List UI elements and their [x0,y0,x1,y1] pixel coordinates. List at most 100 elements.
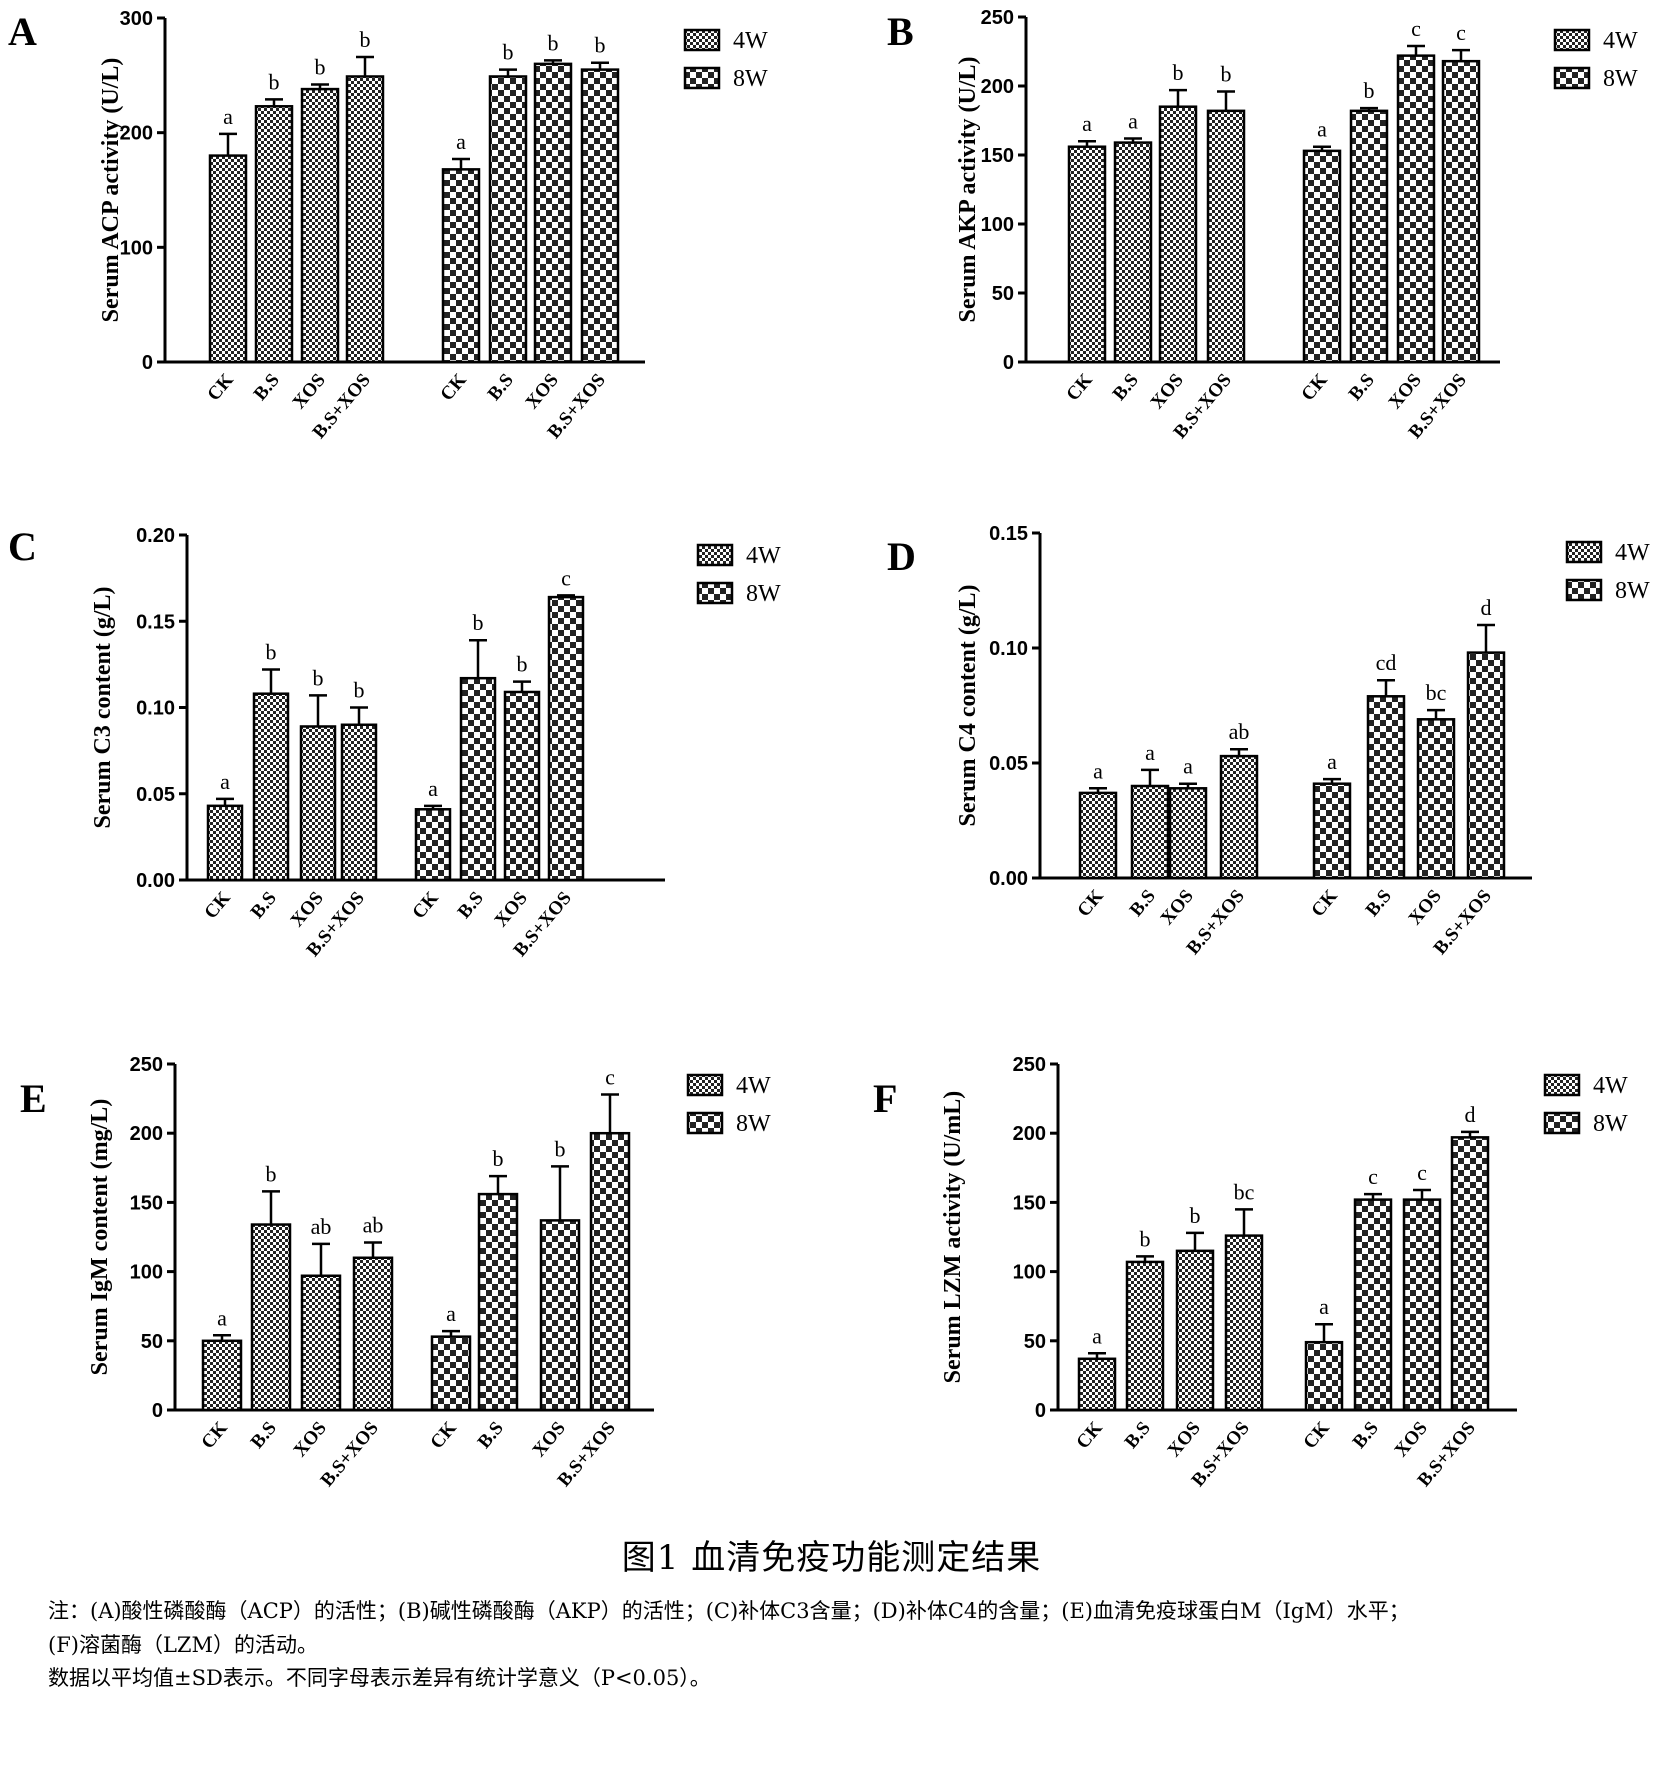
legend-label: 4W [746,543,781,569]
significance-letter: a [1128,108,1138,133]
y-tick-label: 50 [992,283,1014,305]
figure-note: 注：(A)酸性磷酸酶（ACP）的活性；(B)碱性磷酸酶（AKP）的活性；(C)补… [48,1595,1628,1696]
significance-letter: b [1364,78,1375,103]
x-tick-label: XOS [529,1418,570,1461]
bar [1168,787,1208,880]
y-tick-label: 0 [142,352,153,374]
bar [533,62,573,364]
bar [254,105,294,364]
legend-label: 8W [1615,578,1650,604]
x-tick-label: CK [436,370,471,406]
y-tick-label: 200 [981,76,1014,98]
significance-letter: d [1465,1102,1476,1127]
x-tick-label: B.S [1345,370,1379,405]
note-line-1: 注：(A)酸性磷酸酶（ACP）的活性；(B)碱性磷酸酶（AKP）的活性；(C)补… [48,1599,1410,1623]
significance-letter: b [548,30,559,55]
y-tick-label: 0 [1035,1400,1046,1422]
bar [1078,791,1118,880]
note-line-3: 数据以平均值±SD表示。不同字母表示差异有统计学意义（P<0.05）。 [48,1666,711,1691]
legend-label: 4W [1603,28,1638,54]
significance-letter: ab [363,1213,384,1238]
y-tick-label: 100 [1013,1262,1046,1284]
bar [1125,1260,1165,1412]
y-tick-label: 100 [981,214,1014,236]
significance-letter: bc [1426,680,1447,705]
x-tick-label: XOS [289,370,330,413]
bar [252,692,290,882]
x-tick-label: CK [408,888,443,924]
bar [1302,149,1342,364]
y-tick-label: 0.15 [136,611,175,633]
bar [1353,1198,1393,1412]
significance-letter: a [428,776,438,801]
significance-letter: ab [1229,719,1250,744]
bar [1113,141,1153,364]
legend-swatch [696,581,734,605]
legend-swatch [1565,540,1603,564]
bar [1416,718,1456,880]
significance-letter: a [220,769,230,794]
y-tick-label: 0.20 [136,525,175,547]
x-tick-label: B.S [474,1418,508,1453]
bar [539,1219,581,1412]
x-tick-label: XOS [491,888,532,931]
significance-letter: a [1183,754,1193,779]
legend-swatch [683,28,721,52]
bar [1450,1136,1490,1412]
bar [580,68,620,364]
significance-letter: b [473,610,484,635]
legend-label: 4W [736,1073,771,1099]
bar [547,595,585,882]
panel-letter: D [887,534,916,579]
bar [589,1131,631,1412]
bar [1077,1357,1117,1412]
bar [1219,754,1259,880]
significance-letter: bc [1234,1179,1255,1204]
legend-swatch [686,1111,724,1135]
y-tick-label: 0 [1003,352,1014,374]
panel-b: B 0 50 100 150 200 250 Serum AKP activity (U/L)… [887,7,1638,443]
bar [441,168,481,364]
x-tick-label: B.S [454,888,488,923]
x-tick-label: B.S [247,888,281,923]
x-tick-label: B.S [247,1418,281,1453]
y-tick-label: 250 [1013,1054,1046,1076]
y-axis-label: Serum C4 content (g/L) [955,585,981,827]
bar [1175,1249,1215,1412]
y-tick-label: 0.00 [136,870,175,892]
y-tick-label: 300 [120,8,153,30]
significance-letter: a [1319,1294,1329,1319]
bar [1466,651,1506,880]
x-tick-label: B.S [250,370,284,405]
significance-letter: b [1190,1203,1201,1228]
y-tick-label: 200 [130,1123,163,1145]
x-tick-label: CK [1072,1418,1107,1454]
significance-letter: a [446,1301,456,1326]
y-tick-label: 50 [1024,1331,1046,1353]
significance-letter: c [1368,1164,1378,1189]
bar [414,808,452,882]
legend-label: 8W [1603,66,1638,92]
note-line-2: (F)溶菌酶（LZM）的活动。 [48,1632,318,1657]
y-axis-label: Serum IgM content (mg/L) [87,1099,113,1376]
y-tick-label: 0.15 [989,523,1028,545]
bar [201,1339,243,1412]
bar [459,676,497,882]
bar [1396,54,1436,364]
x-tick-label: B.S [1126,886,1160,921]
y-tick-label: 200 [1013,1123,1046,1145]
x-tick-label: B.S [1109,370,1143,405]
legend-swatch [686,1073,724,1097]
x-tick-label: CK [426,1418,461,1454]
legend-swatch [1553,28,1591,52]
x-tick-label: CK [1307,886,1342,922]
panel-a: A 0 100 200 300 Serum ACP activity (U/L) a CK b B… [8,8,768,443]
x-tick-label: CK [197,1418,232,1454]
x-tick-label: XOS [1164,1418,1205,1461]
significance-letter: cd [1376,650,1397,675]
significance-letter: b [1173,60,1184,85]
significance-letter: a [1092,1323,1102,1348]
legend-label: 4W [1615,540,1650,566]
bar [430,1335,472,1412]
